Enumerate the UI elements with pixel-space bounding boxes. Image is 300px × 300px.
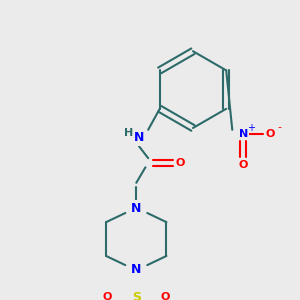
Text: O: O (238, 160, 248, 170)
Text: S: S (132, 291, 141, 300)
Text: O: O (176, 158, 185, 168)
Text: -: - (278, 122, 282, 132)
Text: +: + (247, 123, 255, 133)
Text: N: N (131, 263, 142, 276)
Text: H: H (124, 128, 134, 138)
Text: N: N (131, 202, 142, 215)
Text: O: O (102, 292, 112, 300)
Text: O: O (266, 129, 275, 140)
Text: N: N (238, 129, 248, 140)
Text: N: N (134, 130, 144, 144)
Text: O: O (161, 292, 170, 300)
